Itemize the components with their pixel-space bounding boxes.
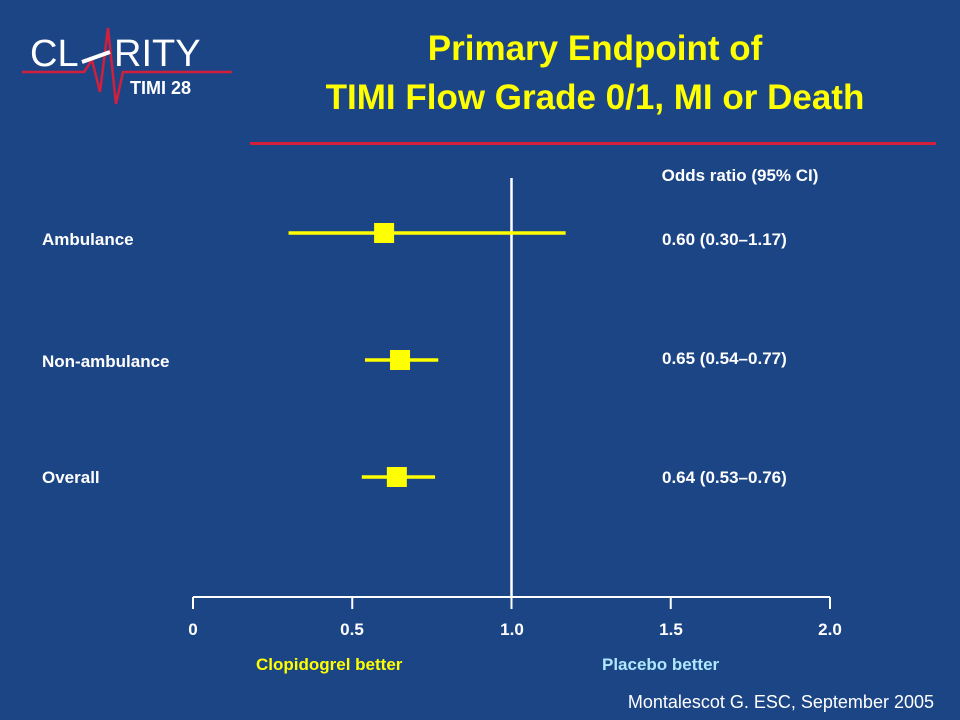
tick-label-1-5: 1.5 <box>659 620 683 639</box>
title-divider <box>250 142 936 145</box>
or-marker-non-ambulance <box>390 350 411 370</box>
row-label-non-ambulance: Non-ambulance <box>42 352 170 371</box>
clopidogrel-better-label: Clopidogrel better <box>256 655 403 674</box>
row-label-ambulance: Ambulance <box>42 230 134 249</box>
logo-subtext: TIMI 28 <box>130 78 191 98</box>
tick-label-1-0: 1.0 <box>500 620 524 639</box>
or-value-non-ambulance: 0.65 (0.54–0.77) <box>662 349 787 368</box>
clarity-logo: CL RITY TIMI 28 <box>22 27 232 105</box>
logo-text-right: RITY <box>114 33 201 75</box>
placebo-better-label: Placebo better <box>602 655 720 674</box>
logo-text-left: CL <box>30 33 79 75</box>
or-value-overall: 0.64 (0.53–0.76) <box>662 468 787 487</box>
or-marker-overall <box>386 467 407 487</box>
tick-label-0: 0 <box>188 620 198 639</box>
ecg-trace <box>22 27 232 105</box>
slide-title: Primary Endpoint of TIMI Flow Grade 0/1,… <box>250 24 940 122</box>
title-line-2: TIMI Flow Grade 0/1, MI or Death <box>325 78 865 117</box>
tick-label-2-0: 2.0 <box>818 620 842 639</box>
odds-ratio-header: Odds ratio (95% CI) <box>661 166 819 185</box>
or-marker-ambulance <box>374 223 395 243</box>
title-line-1: Primary Endpoint of <box>427 29 763 68</box>
or-value-ambulance: 0.60 (0.30–1.17) <box>662 230 787 249</box>
logo-slash <box>81 50 111 64</box>
citation: Montalescot G. ESC, September 2005 <box>627 692 934 712</box>
tick-label-0-5: 0.5 <box>340 620 364 639</box>
row-label-overall: Overall <box>42 468 100 487</box>
